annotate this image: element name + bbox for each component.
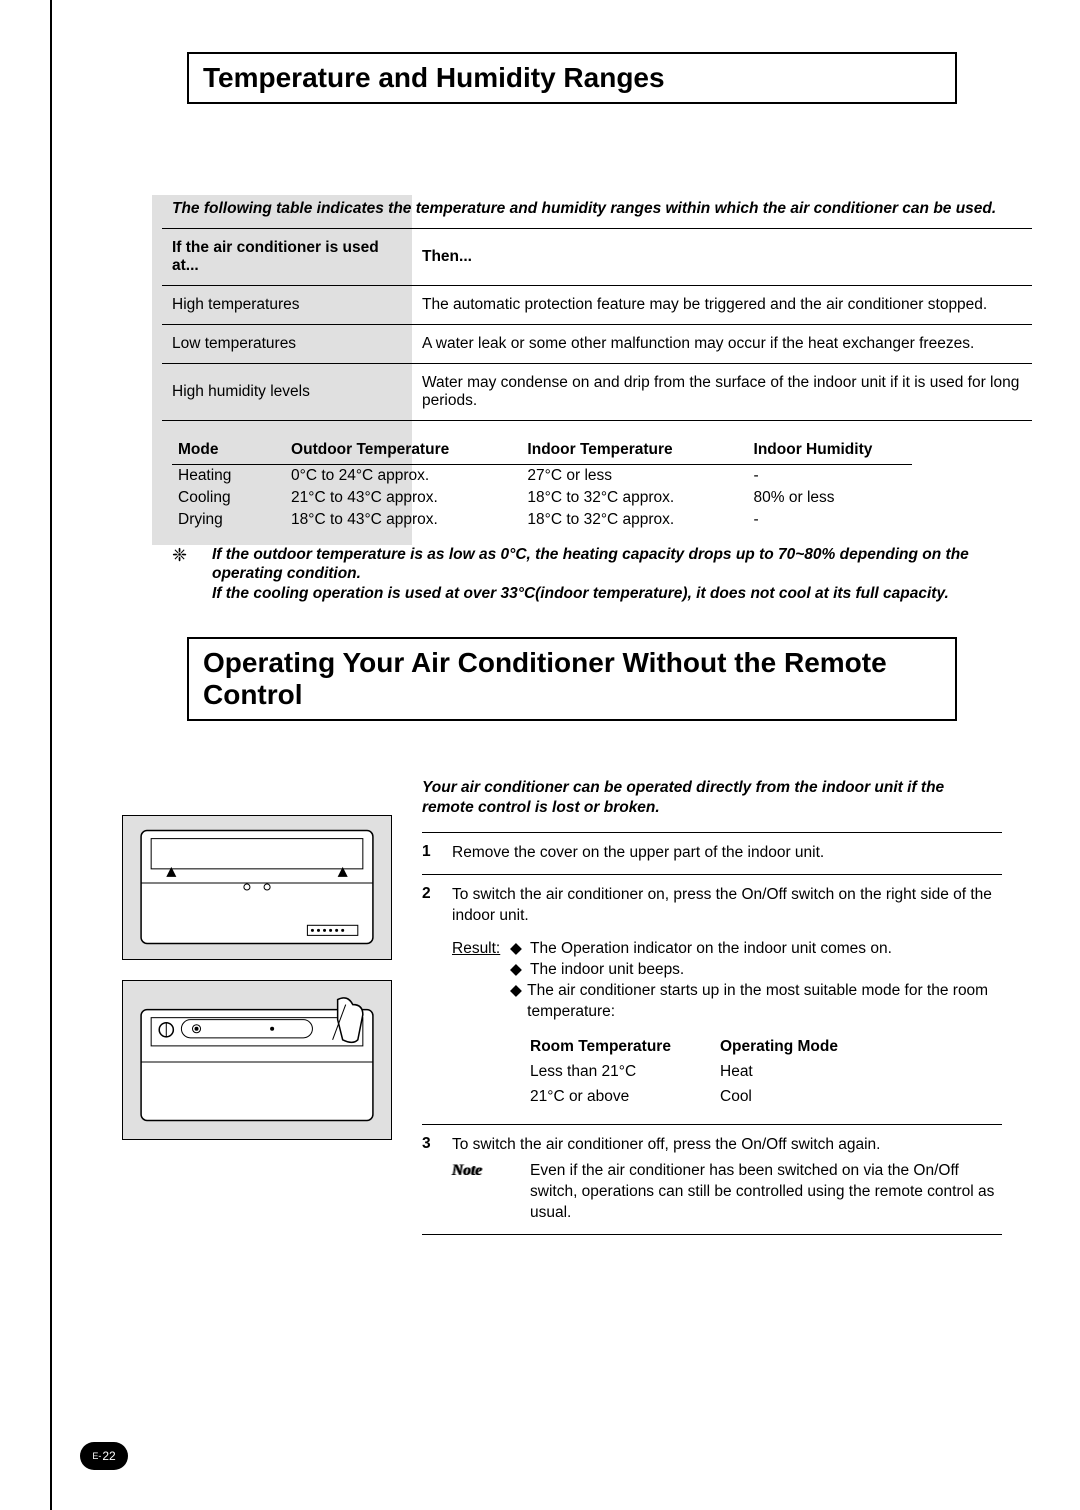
step-text: To switch the air conditioner off, press… [452,1136,880,1153]
rt-cell: Cool [720,1085,852,1110]
footnote-symbol: ❈ [172,545,212,603]
mode-cell: Cooling [172,487,285,509]
result-label: Result: [452,939,510,1023]
mode-cell: 18°C to 43°C approx. [285,509,521,531]
mode-cell: - [748,465,912,488]
mode-cell: 21°C to 43°C approx. [285,487,521,509]
rt-header: Room Temperature [530,1035,720,1060]
footnote-text: If the outdoor temperature is as low as … [212,545,1022,603]
section2-intro: Your air conditioner can be operated dir… [422,778,1002,832]
room-temp-table: Room Temperature Operating Mode Less tha… [530,1035,852,1110]
footnote-line1: If the outdoor temperature is as low as … [212,546,969,582]
mode-header: Outdoor Temperature [285,439,521,465]
cond-cell: A water leak or some other malfunction m… [412,325,1032,364]
mode-table: Mode Outdoor Temperature Indoor Temperat… [172,439,912,531]
diamond-icon: ◆ [510,960,530,981]
mode-cell: - [748,509,912,531]
page-frame: Temperature and Humidity Ranges The foll… [50,0,1050,1510]
page-prefix: E- [92,1451,101,1461]
page-number: 22 [102,1449,115,1463]
mode-cell: 18°C to 32°C approx. [521,509,747,531]
mode-cell: 0°C to 24°C approx. [285,465,521,488]
rt-cell: Less than 21°C [530,1060,720,1085]
mode-cell: 18°C to 32°C approx. [521,487,747,509]
step-number: 2 [422,885,452,1113]
cond-cell: Low temperatures [162,325,412,364]
mode-header: Indoor Humidity [748,439,912,465]
section2-title: Operating Your Air Conditioner Without t… [203,647,941,711]
diamond-icon: ◆ [510,981,527,1023]
footnote: ❈ If the outdoor temperature is as low a… [172,545,1032,603]
mode-cell: 80% or less [748,487,912,509]
cond-cell: High temperatures [162,286,412,325]
page-number-badge: E-22 [80,1442,128,1470]
footnote-line2: If the cooling operation is used at over… [212,585,949,602]
note-text: Even if the air conditioner has been swi… [530,1161,1002,1224]
step-2: 2 To switch the air conditioner on, pres… [422,874,1002,1123]
cond-cell: The automatic protection feature may be … [412,286,1032,325]
step-body: To switch the air conditioner off, press… [452,1135,1002,1225]
cond-cell: Water may condense on and drip from the … [412,364,1032,421]
rt-header: Operating Mode [720,1035,852,1060]
conditions-table: If the air conditioner is used at... The… [162,228,1032,421]
note-label: Note [452,1161,530,1224]
section1-title-box: Temperature and Humidity Ranges [187,52,957,104]
mode-header: Mode [172,439,285,465]
step-1: 1 Remove the cover on the upper part of … [422,832,1002,874]
section1-content: The following table indicates the temper… [162,200,1032,603]
unit-open-icon [131,989,383,1131]
unit-closed-icon [131,824,383,951]
bullet-text: The Operation indicator on the indoor un… [530,939,892,960]
step-number: 3 [422,1135,452,1225]
illustration-unit-closed [122,815,392,960]
note-block: Note Even if the air conditioner has bee… [452,1161,1002,1224]
bullet-text: The air conditioner starts up in the mos… [527,981,1002,1023]
step-text: To switch the air conditioner on, press … [452,886,992,924]
cond-cell: High humidity levels [162,364,412,421]
step-text: Remove the cover on the upper part of th… [452,843,1002,864]
section2-title-box: Operating Your Air Conditioner Without t… [187,637,957,721]
section1-title: Temperature and Humidity Ranges [203,62,941,94]
diamond-icon: ◆ [510,939,530,960]
cond-header-2: Then... [412,229,1032,286]
step-number: 1 [422,843,452,864]
mode-cell: 27°C or less [521,465,747,488]
mode-cell: Drying [172,509,285,531]
section2-content: Your air conditioner can be operated dir… [422,778,1002,1235]
rt-cell: 21°C or above [530,1085,720,1110]
mode-header: Indoor Temperature [521,439,747,465]
mode-cell: Heating [172,465,285,488]
rt-cell: Heat [720,1060,852,1085]
result-block: Result: ◆The Operation indicator on the … [452,939,1002,1023]
step-3: 3 To switch the air conditioner off, pre… [422,1124,1002,1236]
bullet-text: The indoor unit beeps. [530,960,684,981]
illustration-unit-open [122,980,392,1140]
step-body: To switch the air conditioner on, press … [452,885,1002,1113]
cond-header-1: If the air conditioner is used at... [162,229,412,286]
section1-intro: The following table indicates the temper… [172,200,1032,218]
result-bullets: ◆The Operation indicator on the indoor u… [510,939,1002,1023]
